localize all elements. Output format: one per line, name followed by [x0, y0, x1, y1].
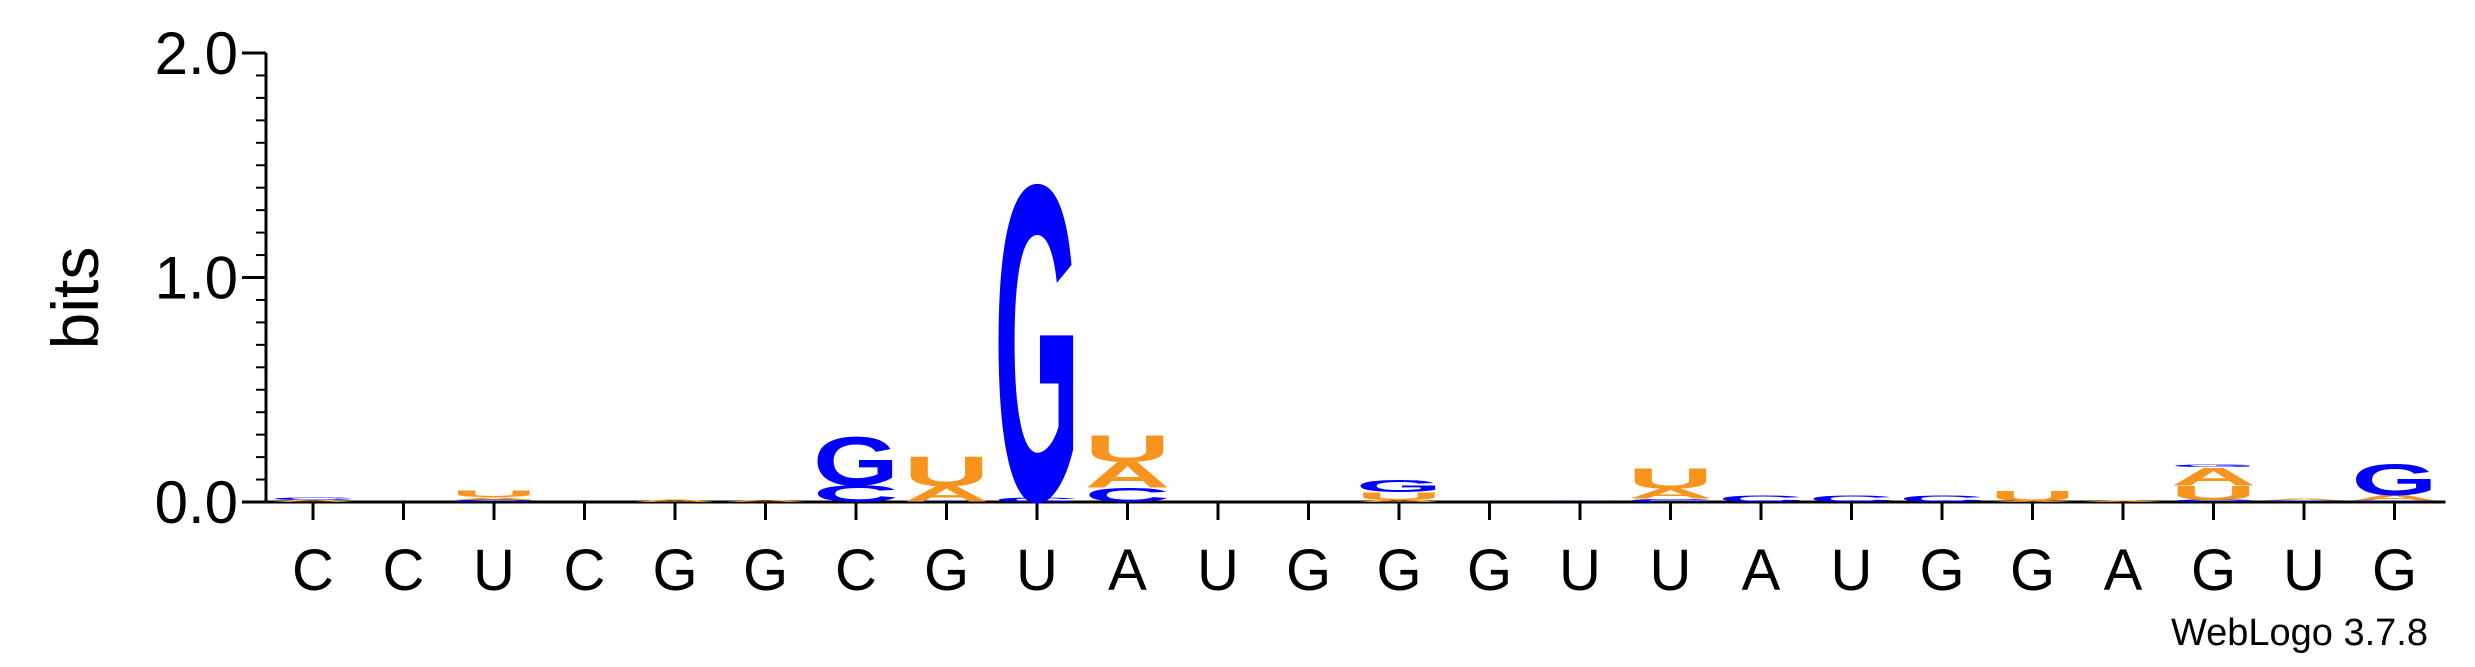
logo-letter-U: U	[451, 489, 537, 499]
y-axis-label: bits	[38, 247, 112, 350]
x-tick-label: U	[1650, 538, 1692, 603]
logo-letter-A: A	[1085, 454, 1171, 495]
logo-letter-U: U	[1085, 427, 1171, 470]
x-tick-label: G	[652, 538, 697, 603]
logo-letter-G: G	[2171, 464, 2257, 468]
logo-letter-C: C	[1537, 501, 1623, 502]
x-tick-label: G	[1376, 538, 1421, 603]
logo-letter-A: A	[2261, 498, 2347, 501]
logo-letter-G: G	[2352, 455, 2438, 505]
logo-letter-A: A	[904, 481, 990, 506]
logo-letter-U: U	[904, 447, 990, 495]
logo-letter-C: C	[2171, 499, 2257, 503]
x-tick-label: U	[1831, 538, 1873, 603]
x-tick-label: G	[1286, 538, 1331, 603]
logo-letter-U: U	[1990, 488, 2076, 504]
y-axis: 0.0 1.0 2.0	[155, 20, 268, 536]
x-tick-label: A	[1742, 538, 1781, 603]
x-tick-label: C	[835, 538, 877, 603]
logo-letter-A: A	[2171, 463, 2257, 491]
x-tick-label: U	[1559, 538, 1601, 603]
logo-letter-A: A	[451, 496, 537, 500]
x-tick-label: U	[2283, 538, 2325, 603]
logo-letter-C: C	[904, 501, 990, 502]
logo-letter-A: A	[1990, 501, 2076, 503]
logo-letter-C: C	[2352, 500, 2438, 502]
logo-letter-A: A	[270, 500, 356, 503]
x-tick-label: G	[924, 538, 969, 603]
logo-letter-C: C	[1899, 493, 1985, 504]
logo-letter-U: U	[1356, 490, 1442, 503]
logo-letter-A: A	[1628, 486, 1714, 502]
x-tick-label: C	[292, 538, 334, 603]
y-tick-label: 1.0	[155, 245, 238, 312]
logo-letter-A: A	[632, 499, 718, 503]
y-tick-label: 0.0	[155, 469, 238, 536]
x-tick-label: U	[1197, 538, 1239, 603]
x-tick-label: G	[743, 538, 788, 603]
x-tick-label: G	[2191, 538, 2236, 603]
y-tick-label: 2.0	[155, 20, 238, 87]
logo-letter-C: C	[1628, 498, 1714, 503]
logo-letter-U: U	[2171, 481, 2257, 504]
logo-letter-A: A	[2080, 500, 2166, 502]
logo-letter-C: C	[270, 497, 356, 501]
logo-letter-A: A	[2352, 494, 2438, 503]
x-tick-label: C	[564, 538, 606, 603]
x-tick-label: A	[2104, 538, 2143, 603]
logo-letter-C: C	[2261, 500, 2347, 502]
logo-letter-C: C	[813, 481, 899, 508]
logo-letter-U: U	[1628, 463, 1714, 495]
x-tick-label: G	[1467, 538, 1512, 603]
x-tick-label: U	[473, 538, 515, 603]
weblogo-credit: WebLogo 3.7.8	[2171, 612, 2428, 654]
logo-letter-C: C	[1085, 484, 1171, 507]
x-tick-label: G	[2010, 538, 2055, 603]
logo-letter-C: C	[451, 499, 537, 503]
logo-letter-G: G	[813, 422, 899, 501]
x-tick-label: G	[1919, 538, 1964, 603]
logo-letter-C: C	[1718, 493, 1804, 504]
logo-letter-A: A	[1356, 499, 1442, 503]
logo-letter-A: A	[723, 500, 809, 503]
x-tick-label: G	[2372, 538, 2417, 603]
x-tick-label: A	[1108, 538, 1147, 603]
logo-letter-G: G	[1356, 476, 1442, 496]
logo-letter-C: C	[1809, 493, 1895, 504]
logo-letter-G: G	[994, 90, 1080, 596]
x-tick-label: U	[1016, 538, 1058, 603]
logo-letter-C: C	[994, 496, 1080, 503]
x-tick-label: C	[383, 538, 425, 603]
